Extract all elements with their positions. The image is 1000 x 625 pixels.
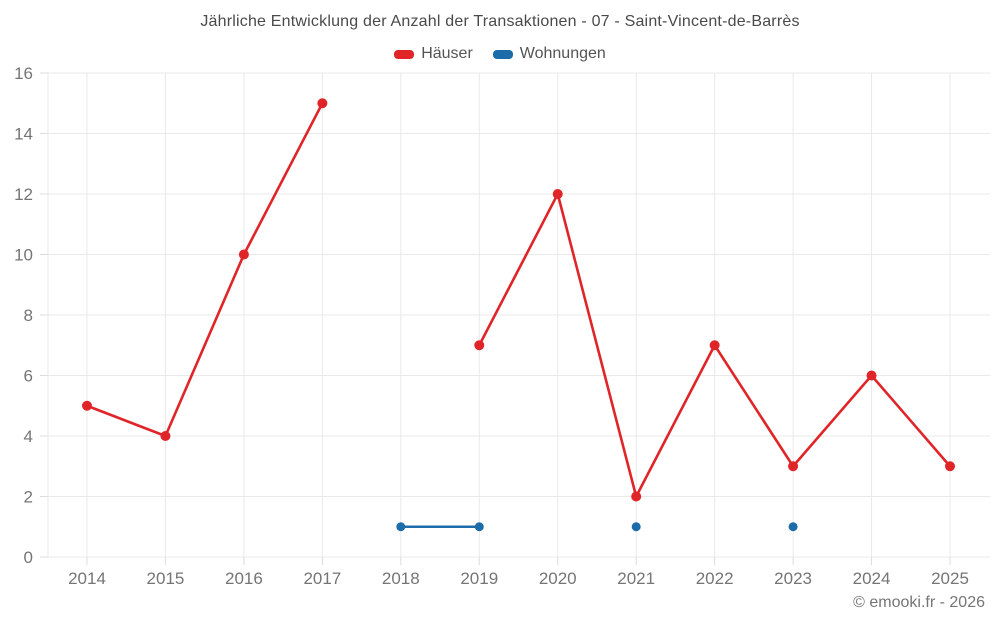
y-tick-label: 8 [24,306,33,325]
data-point-1 [474,522,484,532]
data-point-0 [631,491,642,502]
legend-item-wohnungen[interactable]: Wohnungen [492,45,606,63]
data-point-1 [396,522,406,532]
x-tick-label: 2020 [539,569,577,588]
legend-label-haeuser: Häuser [421,45,473,62]
x-tick-label: 2015 [147,569,185,588]
data-point-0 [866,370,877,381]
data-point-0 [238,249,249,260]
x-tick-label: 2014 [68,569,106,588]
legend-swatch-haeuser [394,49,415,59]
chart-legend: Häuser Wohnungen [0,45,1000,63]
y-tick-label: 2 [24,488,33,507]
data-point-1 [788,522,798,532]
x-tick-label: 2021 [617,569,655,588]
y-tick-label: 0 [24,548,33,567]
data-point-1 [631,522,641,532]
x-tick-label: 2019 [460,569,498,588]
data-point-0 [788,461,799,472]
data-point-0 [552,189,563,199]
y-tick-label: 4 [24,427,33,446]
chart-title: Jährliche Entwicklung der Anzahl der Tra… [200,13,800,30]
data-point-0 [709,340,720,351]
legend-item-haeuser[interactable]: Häuser [394,45,473,63]
y-tick-label: 6 [24,367,33,386]
y-tick-label: 10 [14,246,33,265]
legend-label-wohnungen: Wohnungen [519,45,606,62]
series-line-0 [85,101,324,438]
data-point-0 [160,431,171,441]
x-tick-label: 2016 [225,569,263,588]
legend-swatch-wohnungen [492,49,513,59]
x-tick-label: 2018 [382,569,420,588]
y-tick-label: 14 [14,125,33,144]
x-tick-label: 2022 [696,569,734,588]
x-tick-label: 2025 [931,569,969,588]
x-tick-label: 2017 [303,569,341,588]
x-tick-label: 2024 [853,569,891,588]
data-point-0 [82,400,92,411]
data-point-0 [474,340,485,351]
copyright-credit: © emooki.fr - 2026 [853,594,985,611]
x-tick-label: 2023 [774,569,812,588]
y-tick-label: 16 [14,64,33,83]
data-point-0 [317,98,328,109]
data-point-0 [945,461,955,472]
y-tick-label: 12 [14,185,33,204]
